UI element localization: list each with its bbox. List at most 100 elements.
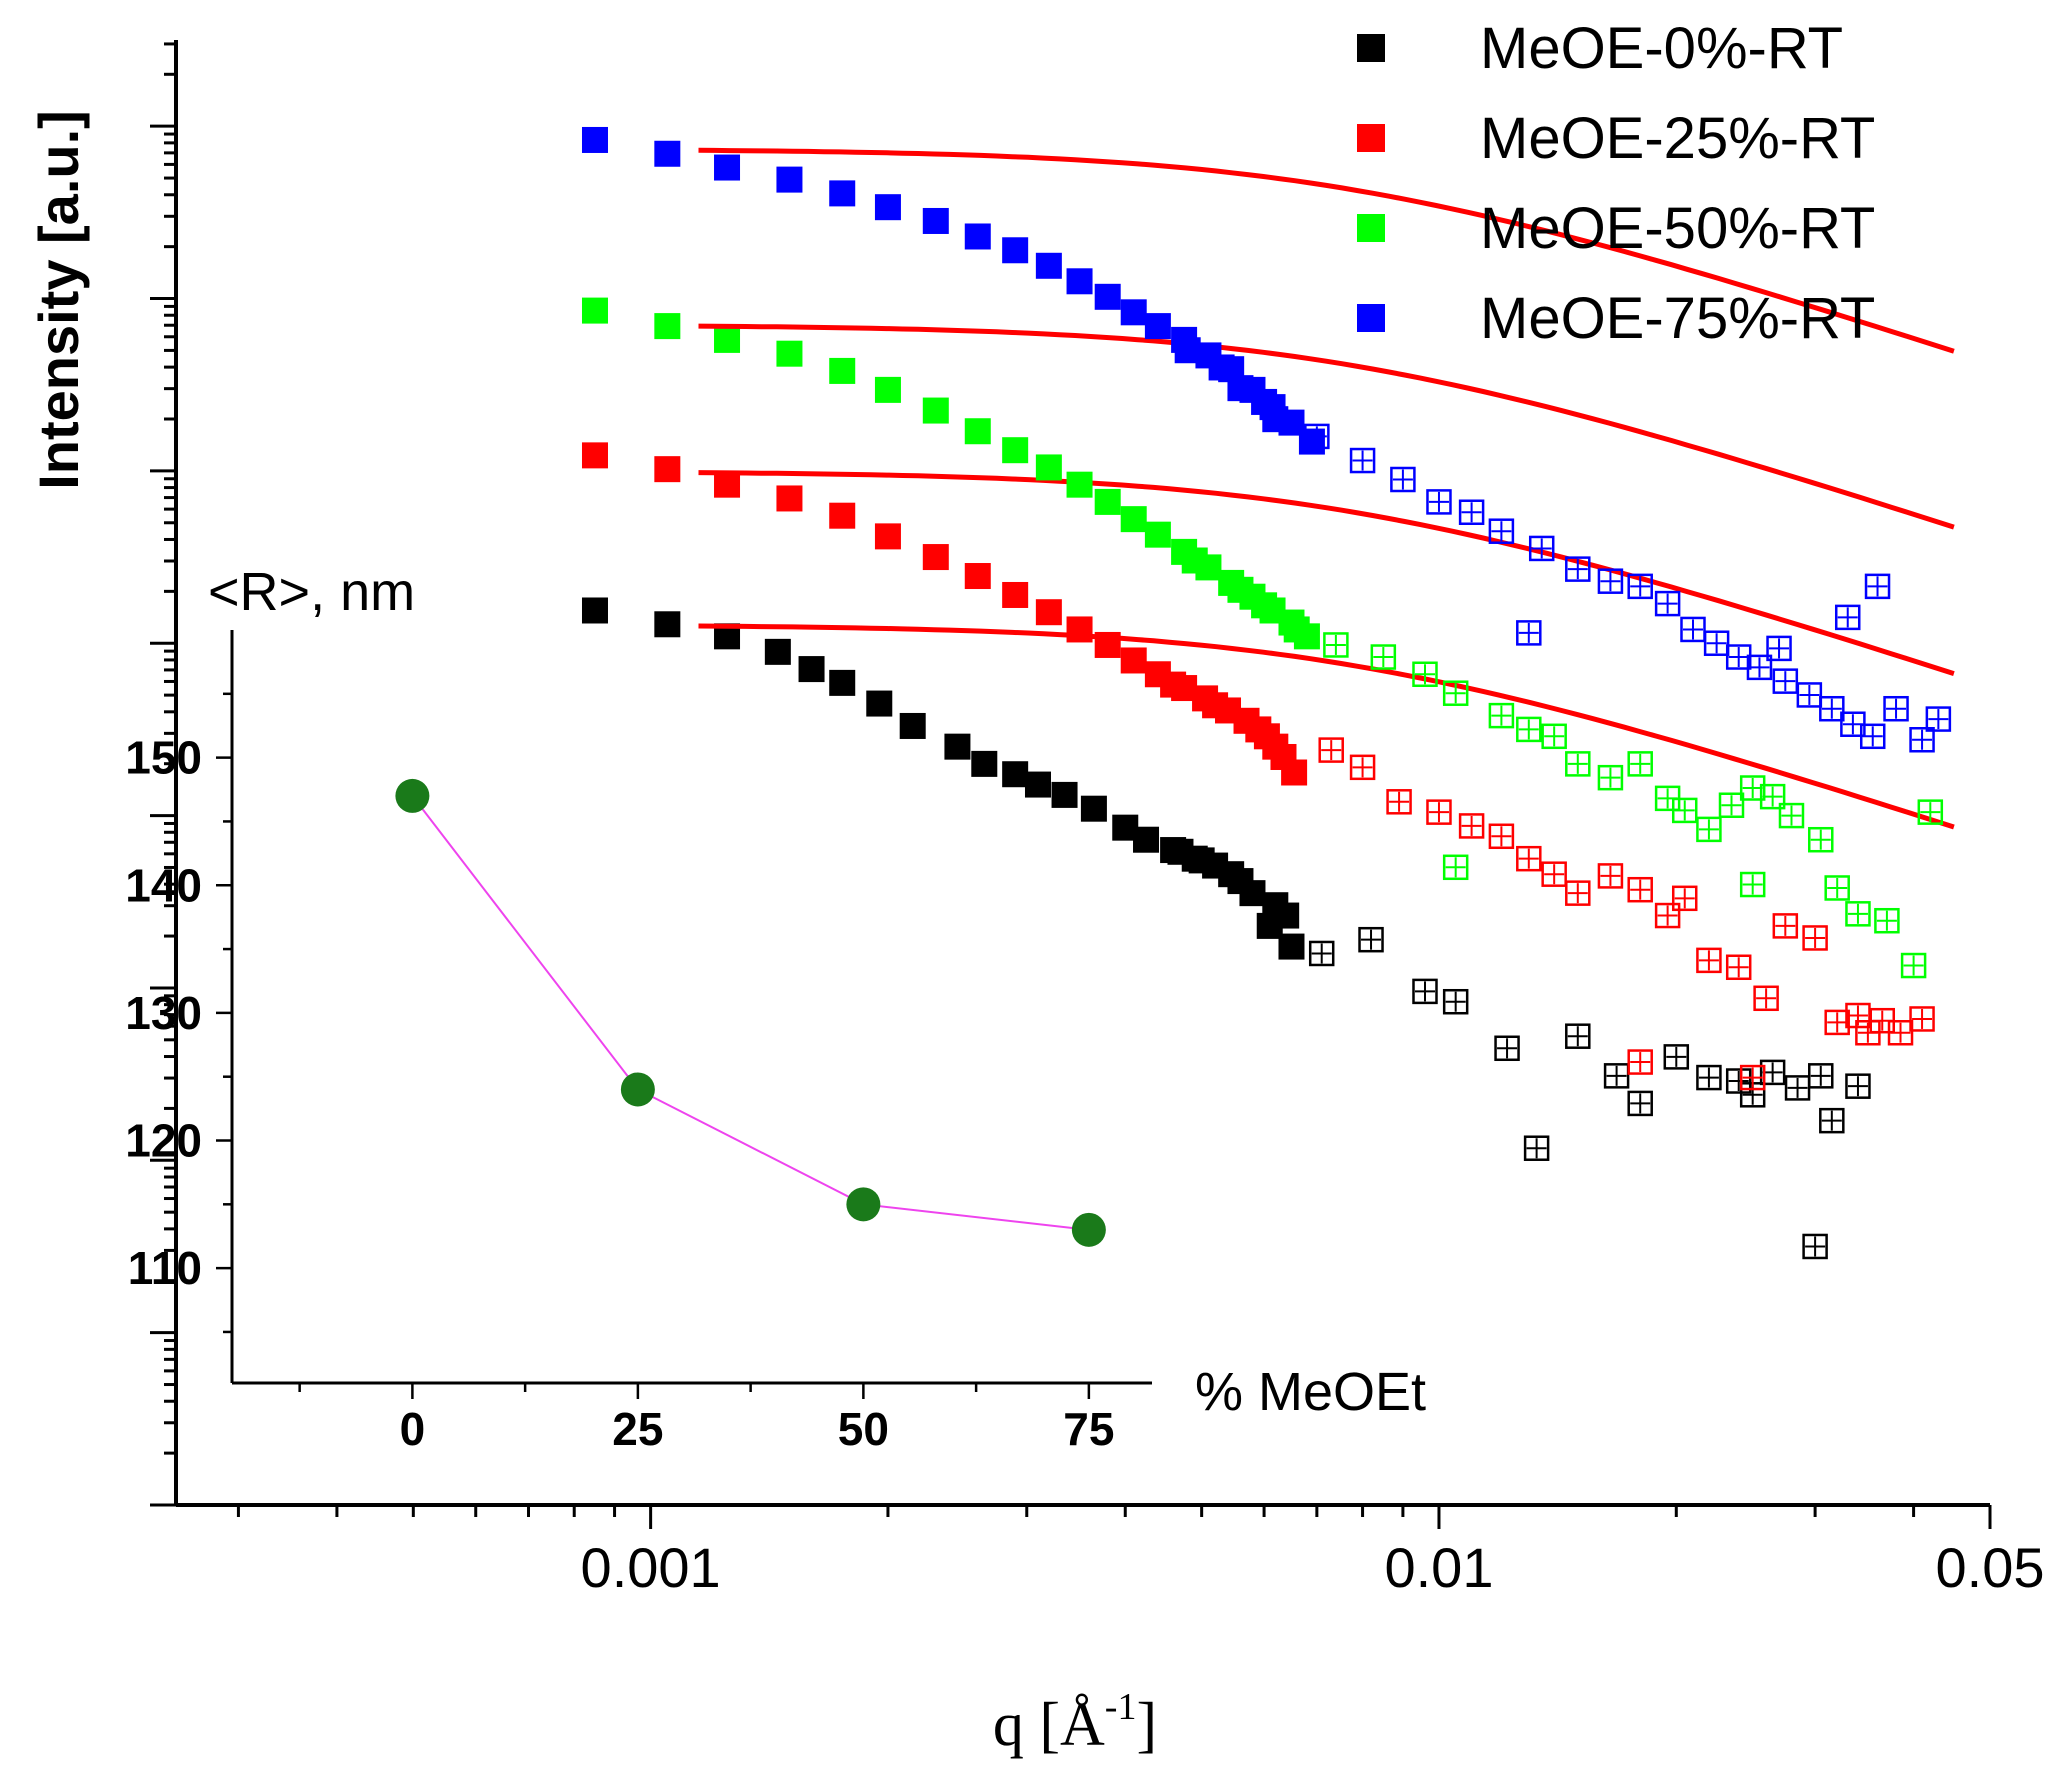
data-point-open bbox=[1766, 635, 1792, 662]
data-point-filled bbox=[1227, 576, 1254, 603]
data-point-open bbox=[1627, 1049, 1653, 1075]
data-point-filled bbox=[866, 690, 893, 717]
data-point-filled bbox=[899, 712, 926, 739]
data-point-open bbox=[1746, 654, 1773, 681]
data-point-open bbox=[1671, 797, 1698, 824]
inset-y-title: <R>, nm bbox=[208, 562, 415, 622]
inset-x-tick-label: 50 bbox=[838, 1403, 889, 1455]
data-point-open bbox=[1808, 826, 1834, 853]
data-point-filled bbox=[971, 750, 998, 777]
data-point-filled bbox=[829, 502, 856, 529]
data-point-filled bbox=[654, 456, 681, 483]
data-point-open bbox=[1516, 845, 1542, 872]
data-point-open bbox=[1523, 1135, 1550, 1161]
data-point-open bbox=[1426, 489, 1452, 515]
data-point-open bbox=[1725, 954, 1752, 981]
data-point-filled bbox=[1273, 902, 1300, 929]
data-point-open bbox=[1925, 706, 1952, 732]
data-point-filled bbox=[764, 638, 791, 665]
series-MeOE-50%-RT bbox=[581, 297, 1955, 979]
data-point-filled bbox=[829, 180, 856, 207]
data-point-open bbox=[1663, 1044, 1690, 1070]
data-point-filled bbox=[1174, 337, 1201, 364]
data-point-open bbox=[1845, 901, 1871, 927]
data-point-filled bbox=[1208, 354, 1235, 381]
data-point-filled bbox=[874, 194, 901, 221]
data-point-filled bbox=[964, 223, 991, 250]
data-point-filled bbox=[798, 656, 825, 683]
data-point-open bbox=[1759, 1059, 1786, 1086]
x-tick-label: 0.01 bbox=[1384, 1536, 1493, 1599]
legend-marker bbox=[1357, 124, 1385, 152]
data-point-open bbox=[1671, 885, 1698, 912]
data-point-filled bbox=[1094, 283, 1121, 310]
data-point-filled bbox=[1120, 506, 1147, 533]
data-point-filled bbox=[581, 126, 608, 153]
data-point-open bbox=[1308, 940, 1335, 967]
data-point-open bbox=[1458, 499, 1485, 525]
data-point-filled bbox=[1251, 592, 1278, 619]
data-point-open bbox=[1603, 1063, 1630, 1089]
data-point-filled bbox=[1133, 826, 1160, 853]
data-point-filled bbox=[1283, 616, 1310, 643]
data-point-filled bbox=[1144, 521, 1171, 548]
legend-marker bbox=[1357, 304, 1385, 332]
data-point-open bbox=[1565, 1023, 1591, 1049]
main-plot-data bbox=[581, 126, 1955, 1260]
data-point-open bbox=[1442, 988, 1469, 1015]
data-point-open bbox=[1772, 913, 1799, 939]
data-point-open bbox=[1390, 466, 1416, 493]
legend-marker bbox=[1357, 34, 1385, 62]
data-point-open bbox=[1739, 1064, 1766, 1091]
data-point-open bbox=[1323, 632, 1349, 658]
data-point-open bbox=[1442, 854, 1469, 881]
data-point-open bbox=[1627, 1090, 1653, 1117]
data-point-open bbox=[1565, 751, 1591, 777]
inset-x-tick-label: 75 bbox=[1063, 1403, 1114, 1455]
data-point-open bbox=[1772, 668, 1799, 694]
data-point-filled bbox=[654, 611, 681, 638]
data-point-filled bbox=[1181, 547, 1208, 574]
data-point-open bbox=[1759, 783, 1786, 810]
data-point-open bbox=[1488, 518, 1515, 544]
data-point-filled bbox=[1262, 733, 1289, 760]
data-point-open bbox=[1541, 723, 1567, 750]
inset-data-point bbox=[846, 1187, 881, 1222]
data-point-open bbox=[1386, 789, 1412, 815]
data-point-filled bbox=[654, 313, 681, 340]
data-point-open bbox=[1426, 799, 1452, 825]
data-point-open bbox=[1696, 947, 1722, 974]
data-point-open bbox=[1883, 695, 1909, 722]
data-point-open bbox=[1802, 925, 1828, 951]
data-point-filled bbox=[1094, 488, 1121, 515]
data-point-filled bbox=[1080, 795, 1107, 822]
data-point-filled bbox=[1094, 631, 1121, 658]
inset-data-point bbox=[620, 1072, 655, 1107]
data-point-open bbox=[1318, 737, 1344, 763]
data-point-filled bbox=[1002, 761, 1029, 788]
inset-y-tick-label: 110 bbox=[128, 1242, 202, 1294]
inset-data-point bbox=[1071, 1212, 1106, 1247]
x-axis-title-main: q [Å bbox=[993, 1691, 1105, 1759]
data-point-open bbox=[1834, 604, 1861, 631]
data-point-open bbox=[1864, 573, 1891, 600]
data-point-open bbox=[1488, 823, 1515, 850]
legend-item: MeOE-25%-RT bbox=[1357, 106, 1875, 171]
data-point-open bbox=[1845, 1073, 1871, 1099]
data-point-filled bbox=[581, 297, 608, 324]
data-point-open bbox=[1627, 751, 1653, 777]
data-point-open bbox=[1358, 926, 1384, 953]
legend-item: MeOE-75%-RT bbox=[1357, 286, 1875, 351]
legend: MeOE-0%-RT MeOE-25%-RT MeOE-50%-RT MeOE-75%… bbox=[1357, 16, 1875, 351]
x-tick-label: 0.001 bbox=[581, 1536, 721, 1599]
data-point-filled bbox=[1024, 771, 1051, 798]
fit-curve bbox=[698, 323, 1955, 530]
data-point-open bbox=[1565, 880, 1591, 906]
data-point-open bbox=[1488, 702, 1515, 729]
data-point-filled bbox=[714, 154, 741, 181]
legend-label: MeOE-0%-RT bbox=[1480, 16, 1843, 81]
legend-marker bbox=[1357, 214, 1385, 242]
data-point-filled bbox=[1160, 671, 1187, 698]
data-point-open bbox=[1859, 723, 1886, 750]
data-point-filled bbox=[1281, 759, 1308, 786]
